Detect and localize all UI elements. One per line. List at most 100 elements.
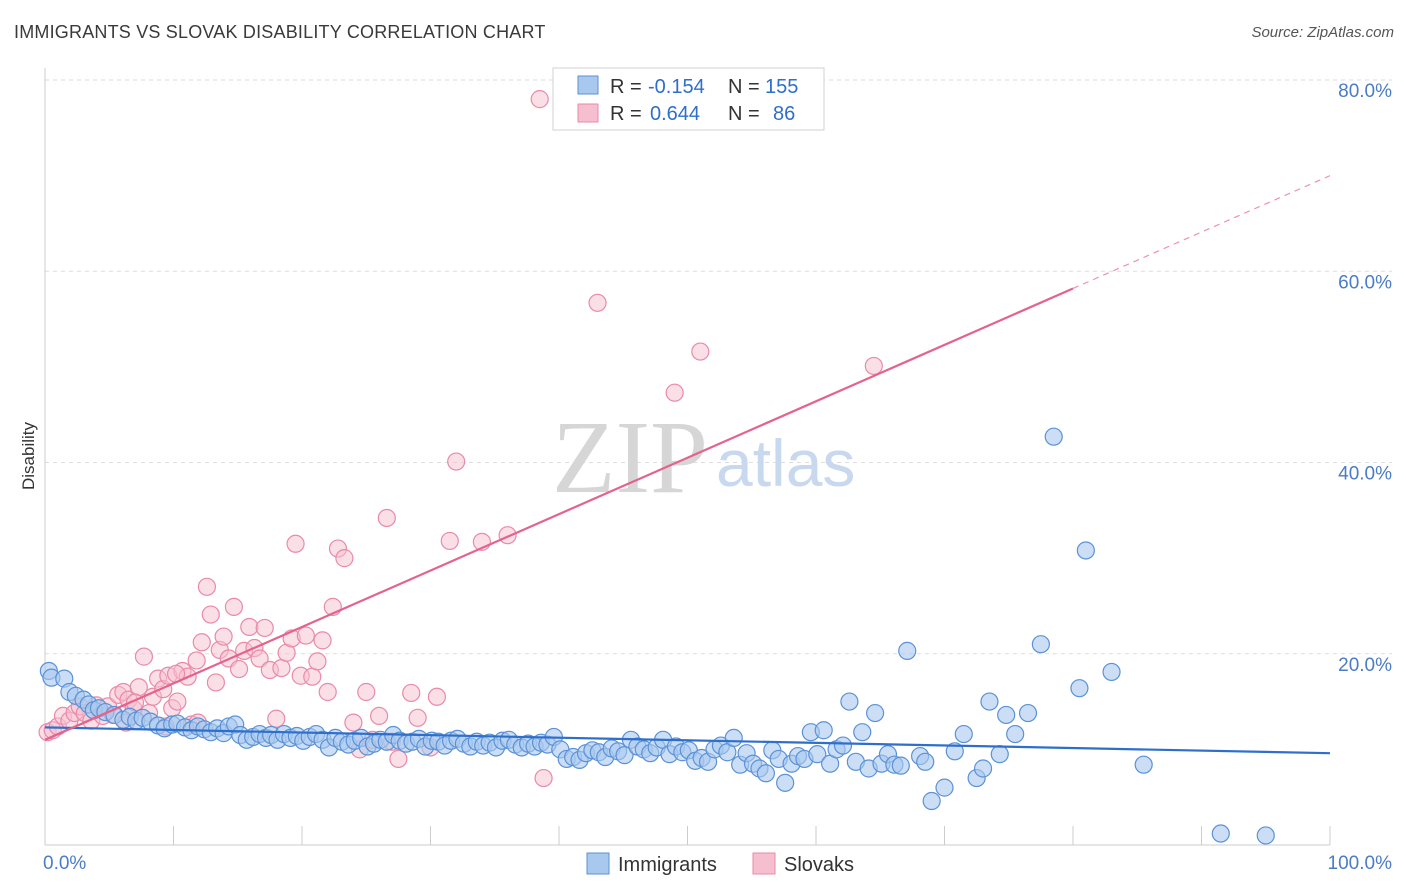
- slovaks-n-value: 86: [773, 103, 795, 125]
- slovaks-point: [214, 627, 233, 646]
- immigrants-point: [891, 756, 910, 775]
- immigrants-point: [1044, 427, 1063, 446]
- slovaks-point: [255, 618, 274, 638]
- slovaks-r-value: 0.644: [650, 103, 700, 125]
- immigrants-point: [615, 746, 634, 765]
- slovaks-point: [665, 383, 684, 402]
- slovaks-point: [691, 342, 710, 361]
- immigrants-point: [916, 752, 935, 771]
- chart-source: Source: ZipAtlas.com: [1251, 24, 1394, 41]
- slovaks-point: [134, 647, 154, 666]
- slovaks-point: [308, 652, 327, 671]
- legend-immigrants-swatch: [586, 852, 610, 875]
- slovaks-point: [240, 617, 259, 637]
- slovaks-point: [192, 633, 211, 652]
- slovaks-point: [272, 658, 291, 678]
- immigrants-point: [814, 721, 833, 740]
- immigrants-point: [1211, 824, 1230, 843]
- immigrants-point: [756, 764, 775, 783]
- slovaks-point: [864, 356, 883, 376]
- immigrants-point: [724, 728, 743, 748]
- slovaks-point: [229, 659, 249, 679]
- slovaks-point: [389, 749, 408, 769]
- x-tick-label-min: 0.0%: [43, 853, 86, 874]
- immigrants-point: [840, 692, 859, 711]
- chart-title: IMMIGRANTS VS SLOVAK DISABILITY CORRELAT…: [14, 22, 546, 42]
- slovaks-swatch: [577, 103, 599, 123]
- watermark-zip: ZIP: [552, 400, 708, 515]
- watermark-atlas: atlas: [716, 426, 855, 500]
- slovaks-point: [303, 667, 322, 686]
- immigrants-swatch: [577, 75, 599, 95]
- slovaks-point: [408, 708, 427, 727]
- immigrants-point: [1018, 703, 1038, 723]
- slovaks-point: [318, 682, 337, 702]
- immigrants-point: [1134, 755, 1153, 774]
- immigrants-point: [808, 745, 827, 764]
- immigrants-point: [1070, 679, 1089, 698]
- slovaks-point: [402, 683, 421, 703]
- immigrants-n-label: N =: [728, 76, 760, 98]
- slovaks-point: [530, 90, 549, 109]
- stats-legend: R = -0.154 N = 155 R = 0.644 N = 86: [552, 67, 825, 131]
- immigrants-trend-line: [44, 726, 1331, 755]
- trend-layer: [44, 175, 1331, 755]
- slovaks-trend-extension: [1072, 175, 1331, 290]
- slovaks-point: [357, 682, 376, 702]
- immigrants-r-label: R =: [610, 76, 642, 98]
- immigrants-point: [1031, 635, 1050, 654]
- slovaks-point: [313, 631, 332, 650]
- slovaks-trend-line: [44, 287, 1074, 741]
- label-layer: 20.0% 40.0% 60.0% 80.0% 0.0% 100.0%: [43, 81, 1392, 874]
- immigrants-point: [935, 778, 954, 797]
- slovaks-point: [187, 651, 206, 670]
- immigrants-point: [997, 705, 1016, 725]
- y-axis-label: Disability: [19, 421, 38, 490]
- slovaks-point: [447, 452, 466, 471]
- immigrants-point: [954, 724, 973, 744]
- watermark: ZIP atlas: [552, 400, 855, 515]
- slovaks-point: [286, 534, 305, 553]
- axis-layer: [44, 68, 1331, 846]
- immigrants-point: [1102, 662, 1121, 682]
- legend-slovaks-label: Slovaks: [784, 854, 854, 876]
- immigrants-point: [853, 723, 872, 742]
- immigrants-n-value: 155: [765, 76, 798, 98]
- slovaks-r-label: R =: [610, 103, 642, 125]
- slovaks-point: [267, 709, 286, 728]
- immigrants-r-value: -0.154: [648, 76, 705, 98]
- slovaks-point: [344, 713, 363, 732]
- slovaks-point: [168, 692, 187, 711]
- slovaks-point: [588, 293, 607, 312]
- y-tick-label: 20.0%: [1338, 655, 1392, 676]
- immigrants-point: [1256, 826, 1275, 845]
- immigrants-point: [866, 703, 885, 723]
- slovaks-point: [250, 649, 269, 668]
- immigrants-point: [1006, 724, 1025, 744]
- slovaks-point: [377, 508, 396, 528]
- immigrants-point: [980, 692, 999, 711]
- slovaks-point: [370, 706, 389, 726]
- slovaks-point: [206, 673, 226, 692]
- slovaks-point: [335, 549, 354, 568]
- immigrants-point: [973, 759, 993, 778]
- y-tick-label: 80.0%: [1338, 81, 1392, 102]
- immigrants-point: [945, 742, 964, 761]
- slovaks-point: [440, 531, 459, 551]
- slovaks-point: [201, 605, 220, 624]
- slovaks-point: [224, 597, 243, 616]
- immigrants-point: [776, 773, 795, 792]
- series-legend: Immigrants Slovaks: [586, 852, 854, 876]
- slovaks-point: [296, 626, 315, 645]
- immigrants-point: [833, 736, 853, 755]
- slovaks-n-label: N =: [728, 103, 760, 125]
- slovaks-point: [427, 687, 447, 706]
- slovaks-point: [197, 577, 217, 596]
- grid-layer: [45, 79, 1392, 655]
- x-tick-label-max: 100.0%: [1328, 853, 1393, 874]
- legend-slovaks-swatch: [752, 852, 776, 875]
- y-tick-label: 40.0%: [1338, 464, 1392, 485]
- immigrants-point: [1076, 541, 1095, 560]
- slovaks-point: [534, 768, 553, 788]
